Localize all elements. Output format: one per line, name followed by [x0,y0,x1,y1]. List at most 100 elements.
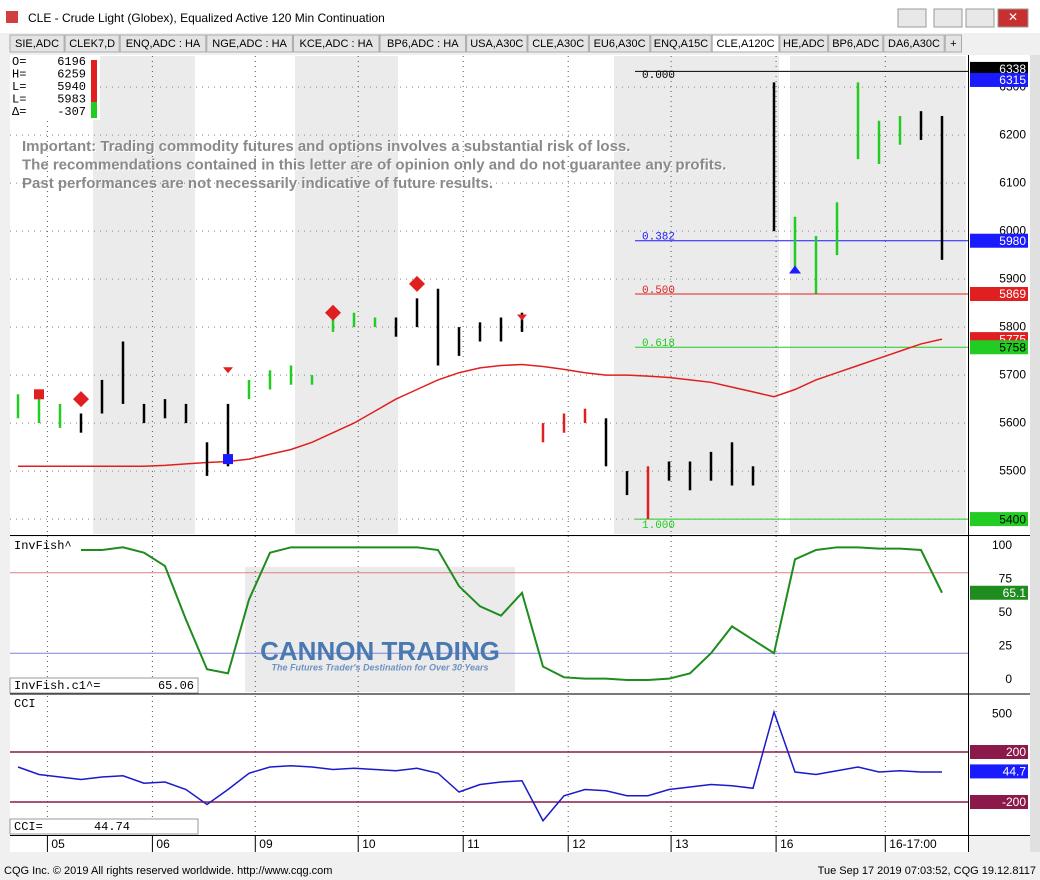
fib-label: 0.000 [642,70,675,82]
fib-label: 0.618 [642,338,675,350]
value-flag [970,585,1028,600]
tab[interactable] [944,34,963,53]
ohlc-label: O= [12,55,26,69]
tab-label: KCE,ADC : HA [300,38,374,50]
indicator-line [18,338,943,468]
tab-label: NGE,ADC : HA [212,38,287,50]
cci-panel [10,695,968,835]
price-flag [970,61,1028,76]
tab[interactable] [466,34,528,53]
signal-marker [789,265,801,274]
disclaimer-line: The recommendations contained in this le… [22,156,726,173]
tab-label: BP6,ADC : HA [387,38,459,50]
tab[interactable] [711,34,780,53]
price-flag [970,287,1028,301]
tab-label: CLE,A120C [717,38,775,50]
y-tick-label: 25 [999,639,1013,653]
app-icon [6,11,18,23]
disclaimer-shadow: Past performances are not necessarily in… [23,176,494,193]
tab-label: EU6,A30C [594,38,646,50]
y-tick-label: 5900 [999,271,1026,285]
tab[interactable] [779,34,829,53]
date-label: 16 [780,837,794,851]
price-flag-label: 6315 [999,73,1026,87]
readout-label: InvFish.c1^= [14,679,100,693]
tab-label: SIE,ADC [15,38,59,50]
tab-label: CLE,A30C [532,38,584,50]
panel-label: CCI [14,697,36,711]
panel-label: InvFish^ [14,539,72,553]
price-flag [970,340,1028,355]
y-tick-label: 75 [999,572,1013,586]
y-tick-label: 500 [992,707,1012,721]
ohlc-value: 6259 [57,68,86,82]
title-bar [0,0,1040,33]
overlays: 6338631559805869577557585400InvFish^InvF… [9,55,1028,835]
tab-label: USA,A30C [470,38,523,50]
fib-label: 0.500 [642,285,675,297]
tab[interactable] [527,34,589,53]
date-label: 10 [362,837,376,851]
close-button[interactable] [997,8,1029,28]
session-shade [295,56,398,534]
y-tick-label: 5800 [999,319,1026,333]
link-button[interactable] [897,8,927,28]
tab[interactable] [206,34,293,53]
date-label: 11 [467,837,480,851]
ohlc-strip [91,60,97,102]
price-flag [970,512,1028,527]
value-flag-label: 44.7 [1003,765,1027,779]
signal-marker [223,454,233,465]
y-tick-label: 5700 [999,367,1026,381]
price-flag-label: 5869 [999,287,1026,301]
date-label: 06 [156,837,170,851]
ohlc-strip [91,102,97,118]
tab[interactable] [650,34,712,53]
window-title: CLE - Crude Light (Globex), Equalized Ac… [28,11,385,25]
disclaimer-shadow: Important: Trading commodity futures and… [23,139,631,156]
y-tick-label: 100 [992,538,1012,552]
footer-left: CQG Inc. © 2019 All rights reserved worl… [4,865,332,877]
session-shade [614,56,779,534]
y-tick-label: 6200 [999,127,1026,141]
disclaimer-line: Past performances are not necessarily in… [22,175,493,192]
tab[interactable] [64,34,120,53]
tab-label: ENQ,ADC : HA [126,38,201,50]
y-tick-label: 50 [999,605,1013,619]
scrollbar[interactable] [1030,55,1040,852]
readout-box [9,677,199,694]
date-axis [10,836,968,852]
tab[interactable] [883,34,945,53]
ohlc-value: 6196 [57,55,86,69]
signal-marker [223,367,233,374]
tab[interactable] [588,34,651,53]
price-flag-label: 5400 [999,512,1026,526]
fib-label: 0.382 [642,232,675,244]
tab[interactable] [828,34,884,53]
signal-marker [325,304,341,321]
indicator-line [81,546,943,681]
tab-label: DA6,A30C [888,38,940,50]
price-flag [970,72,1028,87]
ohlc-label: Δ= [12,105,26,119]
date-label: 05 [51,837,65,851]
ohlc-value: -307 [57,105,86,119]
tab[interactable] [292,34,380,53]
disclaimer-shadow: The recommendations contained in this le… [23,157,727,174]
date-label: 16-17:00 [889,837,937,851]
signal-marker [73,391,89,408]
tab[interactable] [379,34,467,53]
value-flag-label: 65.1 [1003,586,1027,600]
y-tick-label: 6100 [999,175,1026,189]
value-flag [970,764,1028,779]
tab-label: ENQ,A15C [654,38,708,50]
ohlc-label: H= [12,68,26,82]
minimize-button[interactable] [933,8,963,28]
fib-label: 1.000 [642,520,675,532]
ohlc-box [10,56,100,120]
y-tick-label: 0 [1005,672,1012,686]
readout-label: CCI= [14,820,43,834]
tab[interactable] [119,34,207,53]
tab[interactable] [9,34,65,53]
maximize-button[interactable] [965,8,995,28]
